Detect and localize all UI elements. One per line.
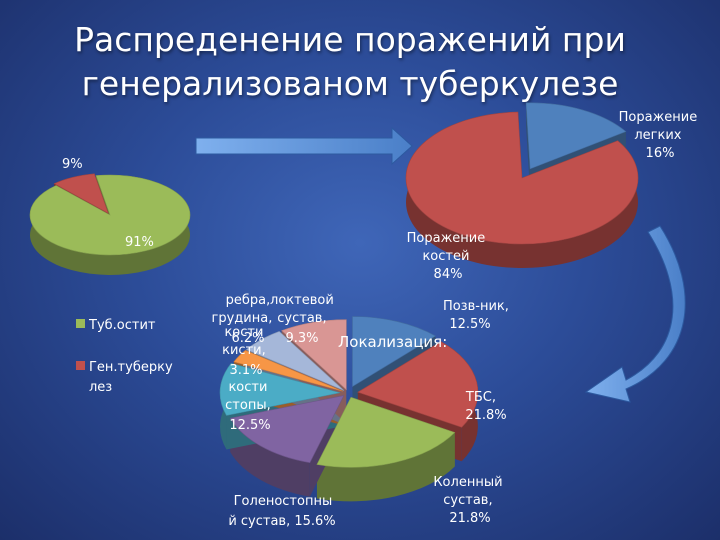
- pie-slice-кости-кисти: [233, 350, 343, 392]
- curved-arrow-icon: [584, 225, 686, 403]
- right-arrow-icon: [195, 126, 413, 166]
- data-label-tbs: ТБС, 21.8%: [465, 390, 507, 423]
- legend-swatch-gen-tuberkulez: [76, 361, 85, 370]
- legend-label-gen-tuberkulez: Ген.туберку лез: [89, 360, 177, 395]
- pie-slice-голеностопный-сустав: [229, 395, 345, 463]
- data-label-pozv-nik: Позв-ник, 12.5%: [443, 299, 513, 332]
- pie-slice-кости-стопы: [219, 362, 341, 416]
- pie-slice-коленный-сустав: [316, 396, 456, 468]
- data-label-loktevoy: локтевой сустав, 9.3%: [270, 293, 338, 346]
- data-label-9pct: 9%: [62, 157, 83, 172]
- data-label-91pct: 91%: [125, 235, 154, 250]
- legend-swatch-tub-ostit: [76, 319, 85, 328]
- pie-slice-ген-туберку-лез: [53, 173, 109, 214]
- pie-slice-туб-остит: [29, 174, 191, 256]
- data-label-kosti-kisti: кости кисти, 3.1%: [222, 325, 270, 378]
- pie-slice-ребра-грудина: [245, 331, 345, 391]
- pie-slice-поражение-костей: [405, 111, 639, 245]
- data-label-lung-lesion: Поражение легких 16%: [619, 110, 702, 161]
- data-label-bone-lesion: Поражение костей 84%: [407, 231, 490, 282]
- data-label-kolenny: Коленный сустав, 21.8%: [433, 475, 506, 526]
- legend-label-tub-ostit: Туб.остит: [88, 318, 156, 333]
- slide-title: Распреденение поражений при генерализова…: [74, 20, 626, 103]
- pie-slice-тбс: [357, 341, 479, 428]
- data-label-rebra: ребра, грудина, 6.2%: [212, 293, 277, 346]
- data-label-golenostopny: Голеностопны й сустав, 15.6%: [228, 494, 336, 529]
- pie-slice-позв-ник: [352, 316, 437, 388]
- pie-chart-tuberculosis-type: [29, 173, 191, 276]
- pie-slice-поражение-легких: [525, 102, 627, 170]
- data-label-kosti-stopy: кости стопы, 12.5%: [225, 380, 275, 433]
- localization-annotation: Локализация:: [338, 333, 447, 351]
- pie-chart-lesion-site: [405, 102, 639, 268]
- pie-slice-локтевой-сустав: [281, 319, 347, 391]
- pie-chart-localization: [219, 316, 479, 502]
